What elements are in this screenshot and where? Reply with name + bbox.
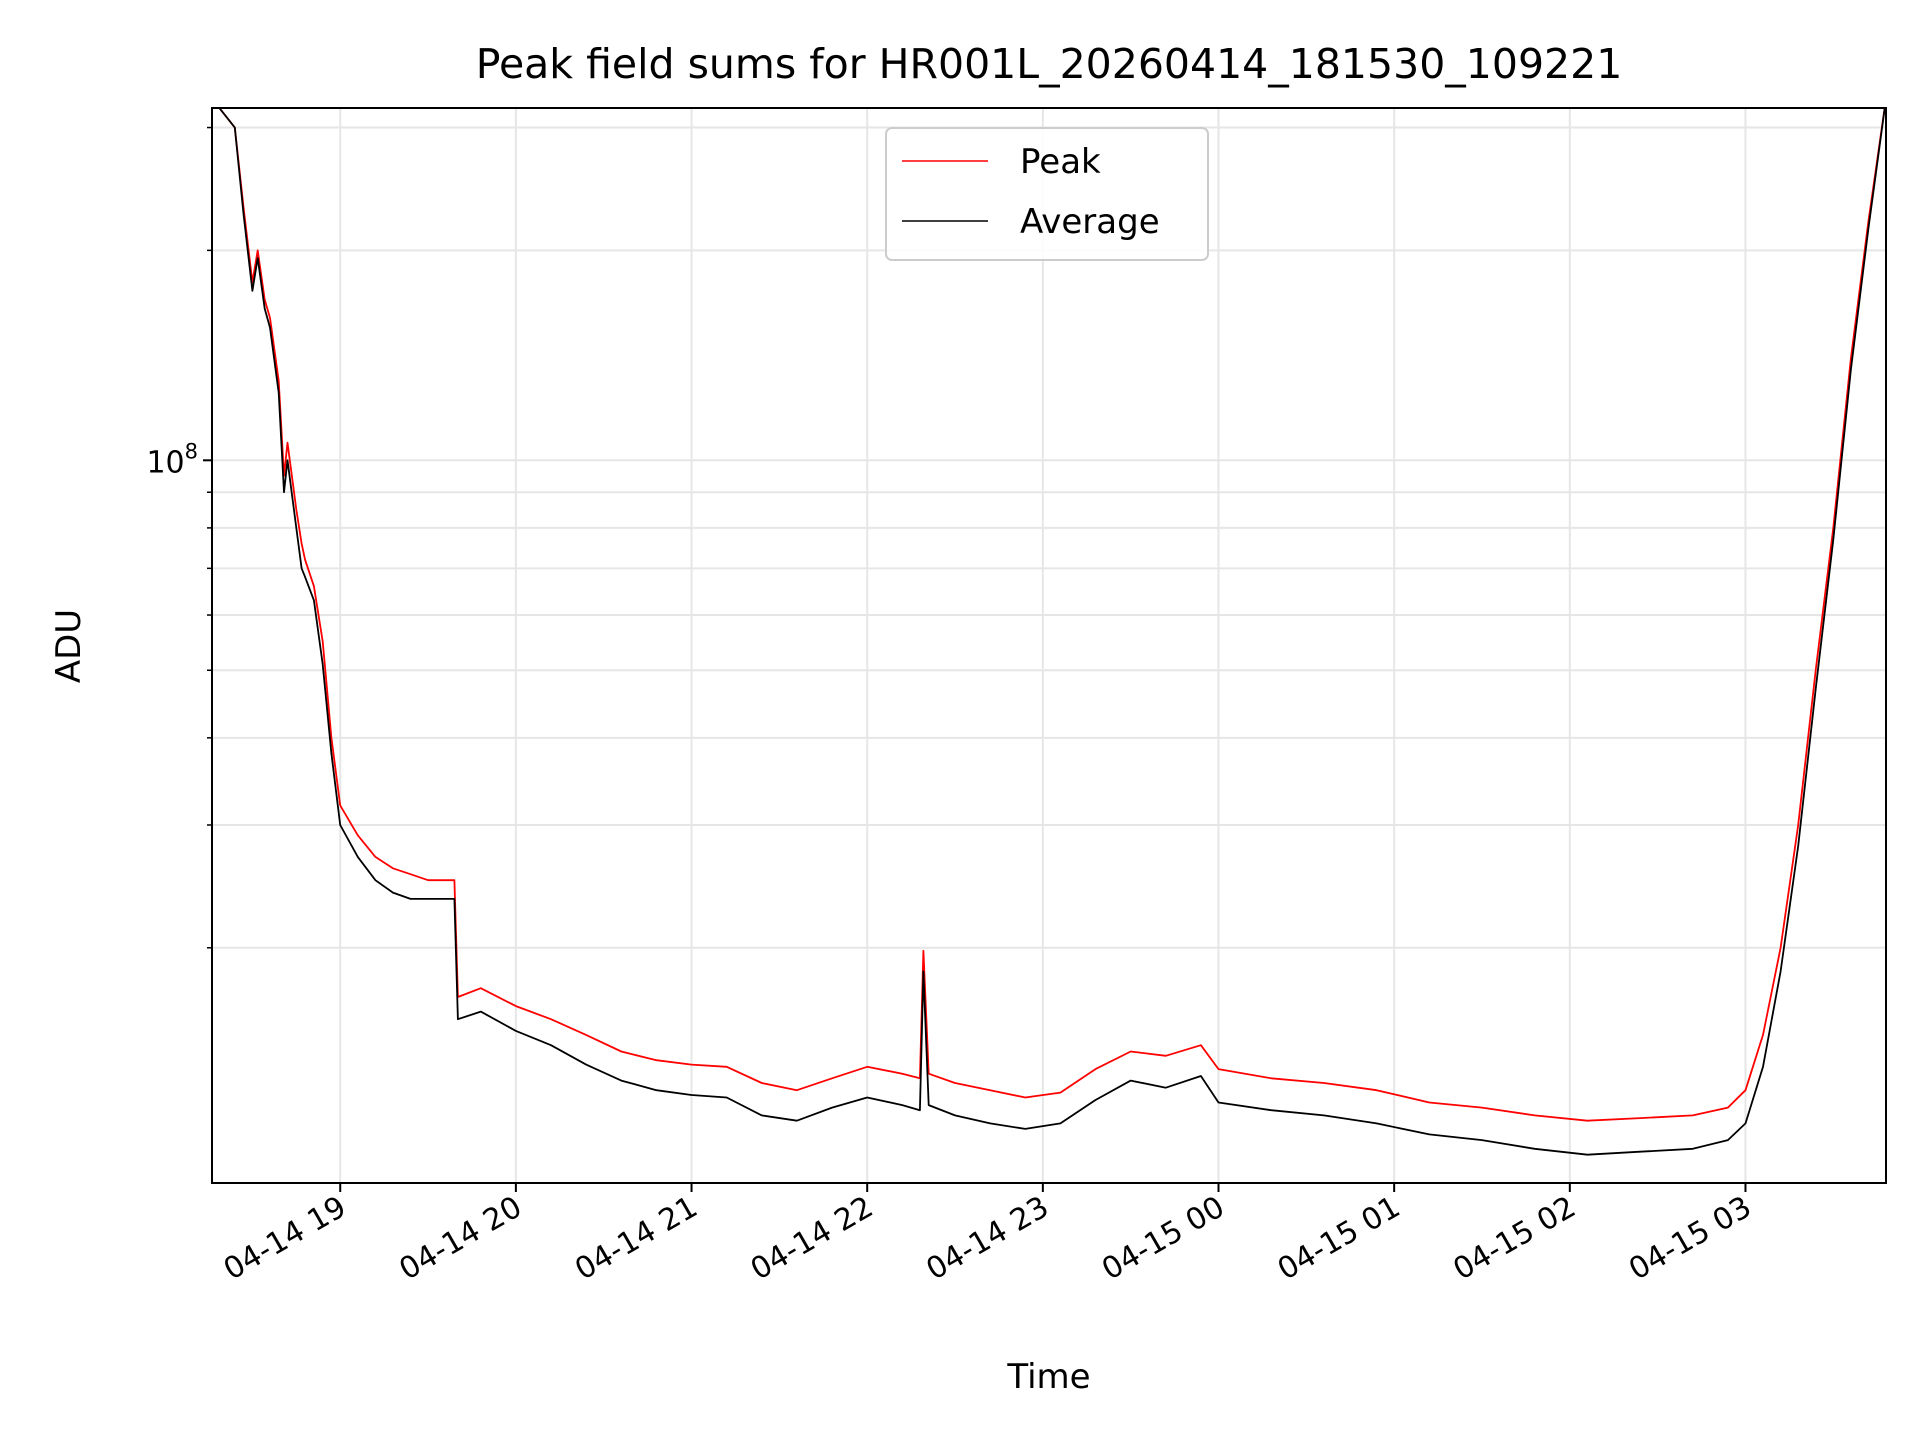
series-layer [218, 108, 1886, 1156]
chart-title: Peak field sums for HR001L_20260414_1815… [476, 40, 1623, 88]
legend: Peak Average [885, 127, 1209, 261]
x-tick-label: 04-15 03 [1623, 1190, 1757, 1288]
grid [212, 108, 1886, 1183]
legend-label-peak: Peak [1020, 142, 1101, 182]
x-tick-label: 04-14 23 [921, 1190, 1055, 1288]
y-tick-label-exponent: 8 [185, 439, 198, 463]
y-ticks: 108 [146, 126, 212, 949]
x-axis-label: Time [1006, 1357, 1090, 1397]
plot-frame [211, 107, 1887, 1184]
series-line-peak [218, 108, 1886, 1122]
x-tick-label: 04-15 01 [1272, 1190, 1406, 1288]
y-tick-label-base: 10 [146, 445, 184, 480]
y-tick-label: 108 [146, 439, 198, 480]
y-axis-label: ADU [49, 609, 89, 683]
series-line-average [218, 108, 1886, 1156]
x-tick-label: 04-14 21 [569, 1190, 703, 1288]
x-tick-label: 04-14 20 [394, 1190, 528, 1288]
x-tick-label: 04-15 00 [1096, 1190, 1230, 1288]
x-ticks: 04-14 19 04-14 20 04-14 21 04-14 22 04-14 23… [218, 1183, 1757, 1288]
x-tick-label: 04-14 22 [745, 1190, 879, 1288]
x-tick-label: 04-14 19 [218, 1190, 352, 1288]
x-tick-label: 04-15 02 [1448, 1190, 1582, 1288]
legend-label-average: Average [1020, 202, 1160, 242]
